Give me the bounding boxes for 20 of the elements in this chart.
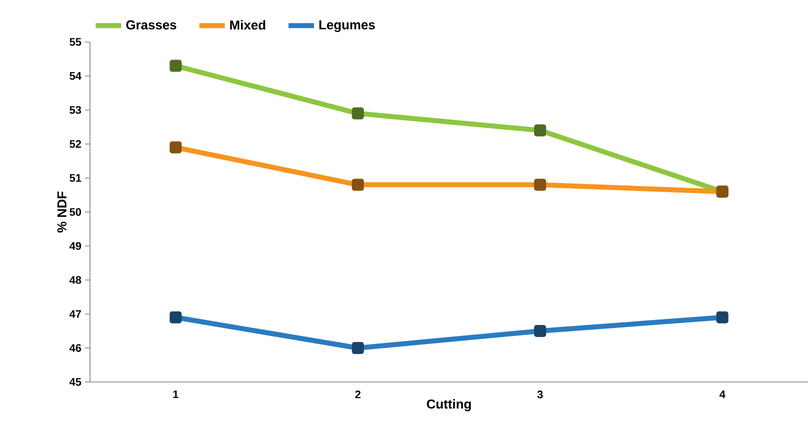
y-tick-label: 48 <box>69 276 82 284</box>
x-tick-label: 3 <box>537 390 543 398</box>
y-tick-label: 49 <box>69 242 82 250</box>
y-tick-label: 46 <box>69 344 82 352</box>
legend-label: Legumes <box>319 20 375 32</box>
y-tick-label: 45 <box>69 378 82 386</box>
y-tick-label: 47 <box>69 310 81 318</box>
y-axis-title: % NDF <box>57 192 66 233</box>
x-axis-title: Cutting <box>426 399 471 412</box>
y-tick-label: 55 <box>70 38 82 46</box>
y-tick-label: 50 <box>70 208 82 216</box>
legend-label: Mixed <box>230 20 266 30</box>
y-tick-label: 54 <box>70 72 82 80</box>
x-tick-label: 1 <box>173 390 178 398</box>
x-tick-label: 2 <box>355 390 360 398</box>
y-tick-label: 53 <box>70 106 82 114</box>
legend-label: Grasses <box>126 20 176 30</box>
x-tick-label: 4 <box>719 390 726 398</box>
y-tick-label: 52 <box>70 140 82 148</box>
y-tick-label: 51 <box>70 174 82 182</box>
